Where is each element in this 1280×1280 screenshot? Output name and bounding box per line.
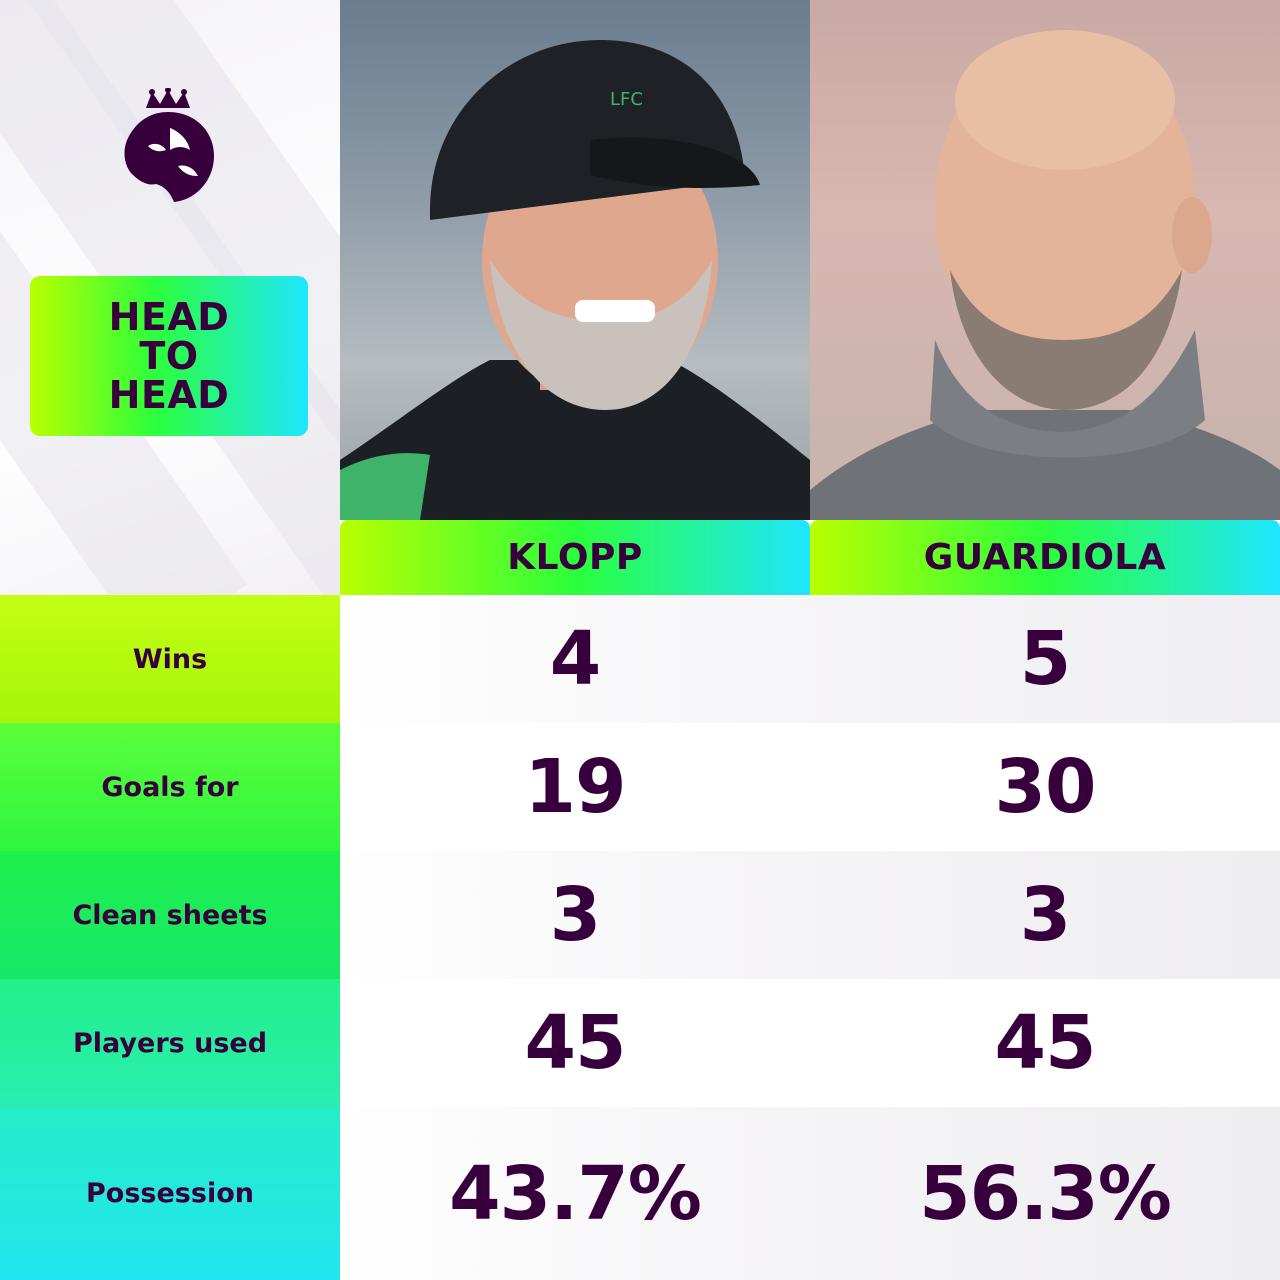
stat-value-guardiola: 56.3% [919,1150,1172,1237]
badge-line: HEAD [108,372,230,417]
badge-line: HEAD [108,294,230,339]
manager-photo-guardiola [810,0,1280,520]
stat-value-guardiola: 3 [1019,872,1072,958]
stat-label-wins: Wins [0,595,340,723]
stat-row-wins: 4 5 [340,595,1280,723]
stat-row-clean-sheets: 3 3 [340,851,1280,979]
premier-league-lion-icon [118,87,218,204]
stat-value-klopp: 4 [549,616,602,702]
stat-value-klopp: 45 [524,1000,627,1086]
head-to-head-badge: HEAD TO HEAD [30,276,308,436]
manager-name: GUARDIOLA [923,537,1167,578]
stat-label-players-used: Players used [0,979,340,1107]
stat-value-guardiola: 45 [994,1000,1097,1086]
badge-line: TO [139,333,199,378]
svg-text:LFC: LFC [610,89,643,110]
stat-value-guardiola: 5 [1019,616,1072,702]
stat-label-goals-for: Goals for [0,723,340,851]
stat-row-possession: 43.7% 56.3% [340,1107,1280,1280]
brand-panel: HEAD TO HEAD [0,0,340,595]
stat-row-goals-for: 19 30 [340,723,1280,851]
manager-name-tab-klopp: KLOPP [340,520,810,595]
manager-name-tab-guardiola: GUARDIOLA [810,520,1280,595]
stat-labels: Wins Goals for Clean sheets Players used… [0,595,340,1280]
stat-row-players-used: 45 45 [340,979,1280,1107]
manager-name: KLOPP [507,537,643,578]
manager-photo-klopp: LFC [340,0,810,520]
stat-value-guardiola: 30 [994,744,1097,830]
stat-label-clean-sheets: Clean sheets [0,851,340,979]
stat-value-klopp: 43.7% [449,1150,702,1237]
stat-label-possession: Possession [0,1107,340,1280]
stat-value-klopp: 19 [524,744,627,830]
stat-value-klopp: 3 [549,872,602,958]
